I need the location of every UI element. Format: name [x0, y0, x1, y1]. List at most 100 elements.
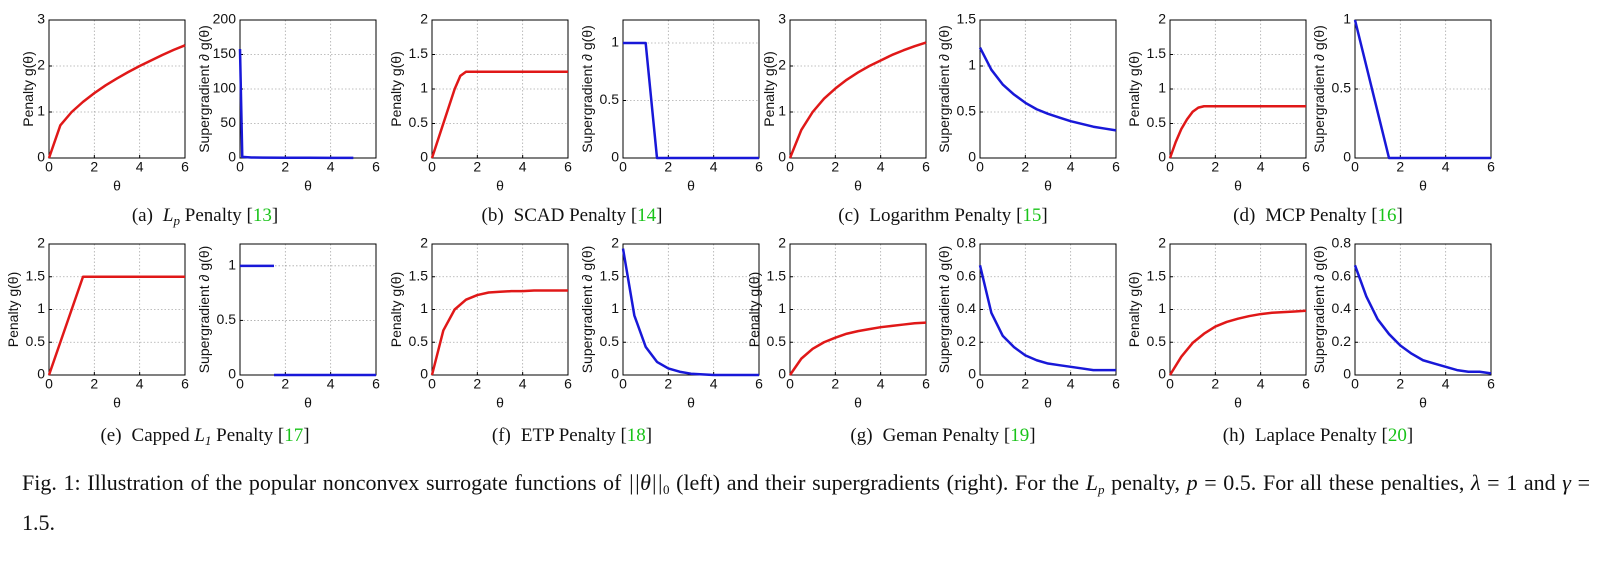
y-tick-label: 1 — [420, 80, 428, 96]
x-axis-label: θ — [1419, 395, 1427, 411]
subcaption-text: SCAD Penalty — [513, 205, 627, 226]
y-tick-label: 2 — [778, 235, 786, 251]
x-tick-label: 6 — [1487, 376, 1495, 392]
x-axis-label: θ — [1419, 178, 1427, 194]
x-tick-label: 2 — [664, 376, 672, 392]
caption-math: L — [1085, 470, 1098, 495]
caption-text: Fig. 1: Illustration of the popular nonc… — [22, 470, 628, 495]
x-tick-label: 4 — [1442, 376, 1450, 392]
subcaption-label: (h) — [1222, 425, 1245, 446]
subcaption-ref: 19 — [1004, 425, 1036, 446]
x-tick-label: 4 — [1257, 159, 1265, 175]
x-axis-label: θ — [113, 395, 121, 411]
plot-area — [980, 20, 1116, 158]
y-axis-label: Supergradient ∂ g(θ) — [1311, 25, 1327, 153]
y-tick-label: 100 — [213, 80, 237, 96]
subcaption: (e) Capped L1 Penalty 17 — [100, 425, 309, 449]
x-tick-label: 2 — [281, 159, 289, 175]
axes-frame — [48, 19, 186, 159]
x-axis-label: θ — [304, 395, 312, 411]
x-axis-label: θ — [1234, 178, 1242, 194]
x-tick-label: 0 — [976, 159, 984, 175]
x-tick-label: 4 — [877, 376, 885, 392]
y-axis-label: Penalty g(θ) — [1126, 51, 1142, 126]
subcaption-label: (a) — [131, 205, 153, 226]
y-tick-label: 0.5 — [409, 114, 429, 130]
y-tick-label: 1 — [1158, 80, 1166, 96]
y-tick-label: 0.5 — [957, 103, 977, 119]
x-tick-label: 6 — [1302, 159, 1310, 175]
y-tick-label: 0 — [778, 149, 786, 165]
caption-text: = 1 and — [1480, 470, 1563, 495]
y-tick-label: 1 — [778, 103, 786, 119]
x-tick-label: 2 — [831, 376, 839, 392]
y-tick-label: 0.8 — [1332, 235, 1352, 251]
x-tick-label: 2 — [1211, 159, 1219, 175]
x-tick-label: 6 — [1302, 376, 1310, 392]
subcaption: (h) Laplace Penalty 20 — [1223, 425, 1413, 447]
caption-text: penalty, — [1104, 470, 1187, 495]
caption-subscript: 0 — [662, 482, 670, 497]
plot-area — [49, 20, 185, 158]
subcaption-text: Geman Penalty — [882, 425, 1000, 446]
x-tick-label: 2 — [1211, 376, 1219, 392]
y-tick-label: 1 — [968, 57, 976, 73]
x-tick-label: 4 — [327, 159, 335, 175]
subcaption-text: Penalty — [216, 425, 274, 446]
subcaption-ref: 13 — [247, 205, 279, 226]
subcaption: (a) Lp Penalty 13 — [132, 205, 278, 229]
x-tick-label: 0 — [786, 376, 794, 392]
y-tick-label: 1.5 — [26, 267, 46, 283]
y-tick-label: 0 — [968, 149, 976, 165]
subcaption-ref: 17 — [278, 425, 310, 446]
subcaption-label: (f) — [491, 425, 511, 446]
y-tick-label: 0 — [1158, 366, 1166, 382]
subcaption-sub: 1 — [204, 433, 212, 448]
y-axis-label: Supergradient ∂ g(θ) — [936, 246, 952, 374]
y-axis-label: Penalty g(θ) — [388, 51, 404, 126]
y-tick-label: 0 — [1343, 366, 1351, 382]
x-tick-label: 6 — [181, 159, 189, 175]
x-tick-label: 6 — [1112, 376, 1120, 392]
axes-frame — [431, 243, 569, 376]
plot-area — [623, 20, 759, 158]
data-line — [788, 321, 927, 376]
data-line — [430, 70, 568, 159]
data-line — [430, 289, 568, 376]
x-axis-label: θ — [113, 178, 121, 194]
y-tick-label: 2 — [420, 11, 428, 27]
y-axis-label: Penalty g(θ) — [388, 272, 404, 347]
y-axis-label: Penalty g(θ) — [5, 272, 21, 347]
axes-frame — [48, 243, 186, 376]
data-line — [621, 248, 759, 377]
y-axis-label: Penalty g(θ) — [1126, 272, 1142, 347]
y-tick-label: 0 — [420, 366, 428, 382]
y-axis-label: Penalty g(θ) — [761, 51, 777, 126]
y-tick-label: 2 — [37, 57, 45, 73]
subcaption-ref: 14 — [631, 205, 663, 226]
x-tick-label: 6 — [1112, 159, 1120, 175]
x-tick-label: 4 — [1257, 376, 1265, 392]
y-tick-label: 0.4 — [1332, 300, 1352, 316]
x-tick-label: 2 — [90, 159, 98, 175]
y-tick-label: 0.5 — [217, 311, 237, 327]
x-tick-label: 6 — [564, 159, 572, 175]
x-tick-label: 6 — [922, 376, 930, 392]
y-tick-label: 1.5 — [1147, 267, 1167, 283]
y-axis-label: Supergradient ∂ g(θ) — [196, 246, 212, 374]
x-axis-label: θ — [1044, 178, 1052, 194]
y-axis-label: Supergradient ∂ g(θ) — [936, 25, 952, 153]
x-tick-label: 4 — [519, 376, 527, 392]
x-tick-label: 0 — [45, 159, 53, 175]
x-tick-label: 0 — [1351, 376, 1359, 392]
x-tick-label: 4 — [327, 376, 335, 392]
data-line — [623, 41, 759, 160]
data-line — [978, 47, 1117, 132]
y-axis-label: Supergradient ∂ g(θ) — [579, 246, 595, 374]
x-tick-label: 6 — [372, 376, 380, 392]
x-tick-label: 0 — [976, 376, 984, 392]
y-axis-label: Penalty g(θ) — [746, 272, 762, 347]
subcaption: (d) MCP Penalty 16 — [1233, 205, 1403, 227]
caption: Fig. 1: Illustration of the popular nonc… — [22, 466, 1590, 539]
x-axis-label: θ — [687, 395, 695, 411]
